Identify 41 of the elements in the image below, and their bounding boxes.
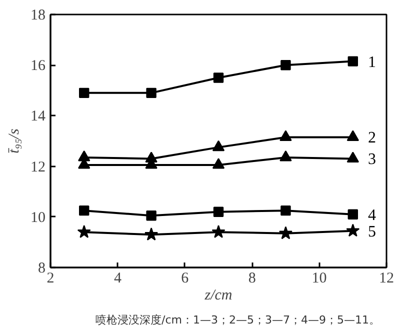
point	[348, 56, 358, 66]
x-tick-label: 2	[46, 270, 54, 286]
point	[280, 60, 291, 70]
point	[212, 224, 226, 238]
point	[348, 209, 358, 220]
y-tick-label: 18	[30, 8, 46, 24]
point	[146, 88, 156, 98]
series-label: 2	[368, 130, 376, 147]
x-tick-label: 4	[114, 270, 122, 286]
point	[346, 152, 359, 162]
y-axis-title: t̄₉₅/s	[6, 128, 22, 154]
point	[212, 158, 225, 169]
point	[213, 72, 224, 83]
x-tick-label: 6	[181, 270, 190, 286]
series-label: 1	[368, 54, 376, 71]
y-tick-label: 12	[30, 159, 46, 176]
point	[280, 150, 292, 162]
point	[79, 205, 90, 216]
point	[346, 224, 360, 237]
point	[213, 206, 224, 217]
text: 喷枪浸没深度/cm：1—3；2—5；3—7；4—9；5—11。	[96, 314, 380, 326]
y-tick-label: 8	[38, 260, 46, 276]
x-tick-label: 10	[312, 270, 327, 286]
point	[146, 210, 156, 221]
point	[346, 130, 359, 141]
y-tick-label: 16	[30, 58, 46, 74]
x-axis-title: z/cm	[204, 288, 232, 304]
point	[278, 226, 292, 240]
point	[144, 228, 158, 240]
point	[79, 88, 90, 98]
series-label: 3	[368, 151, 376, 168]
point	[280, 205, 291, 216]
y-tick-label: 14	[30, 108, 46, 125]
point	[77, 224, 91, 238]
y-tick-label: 10	[30, 210, 46, 226]
x-tick-label: 8	[248, 270, 256, 286]
series-label: 4	[368, 206, 376, 224]
x-tick-label: 12	[379, 270, 394, 286]
point	[280, 130, 292, 141]
point	[212, 140, 225, 152]
series-label: 5	[368, 223, 376, 240]
